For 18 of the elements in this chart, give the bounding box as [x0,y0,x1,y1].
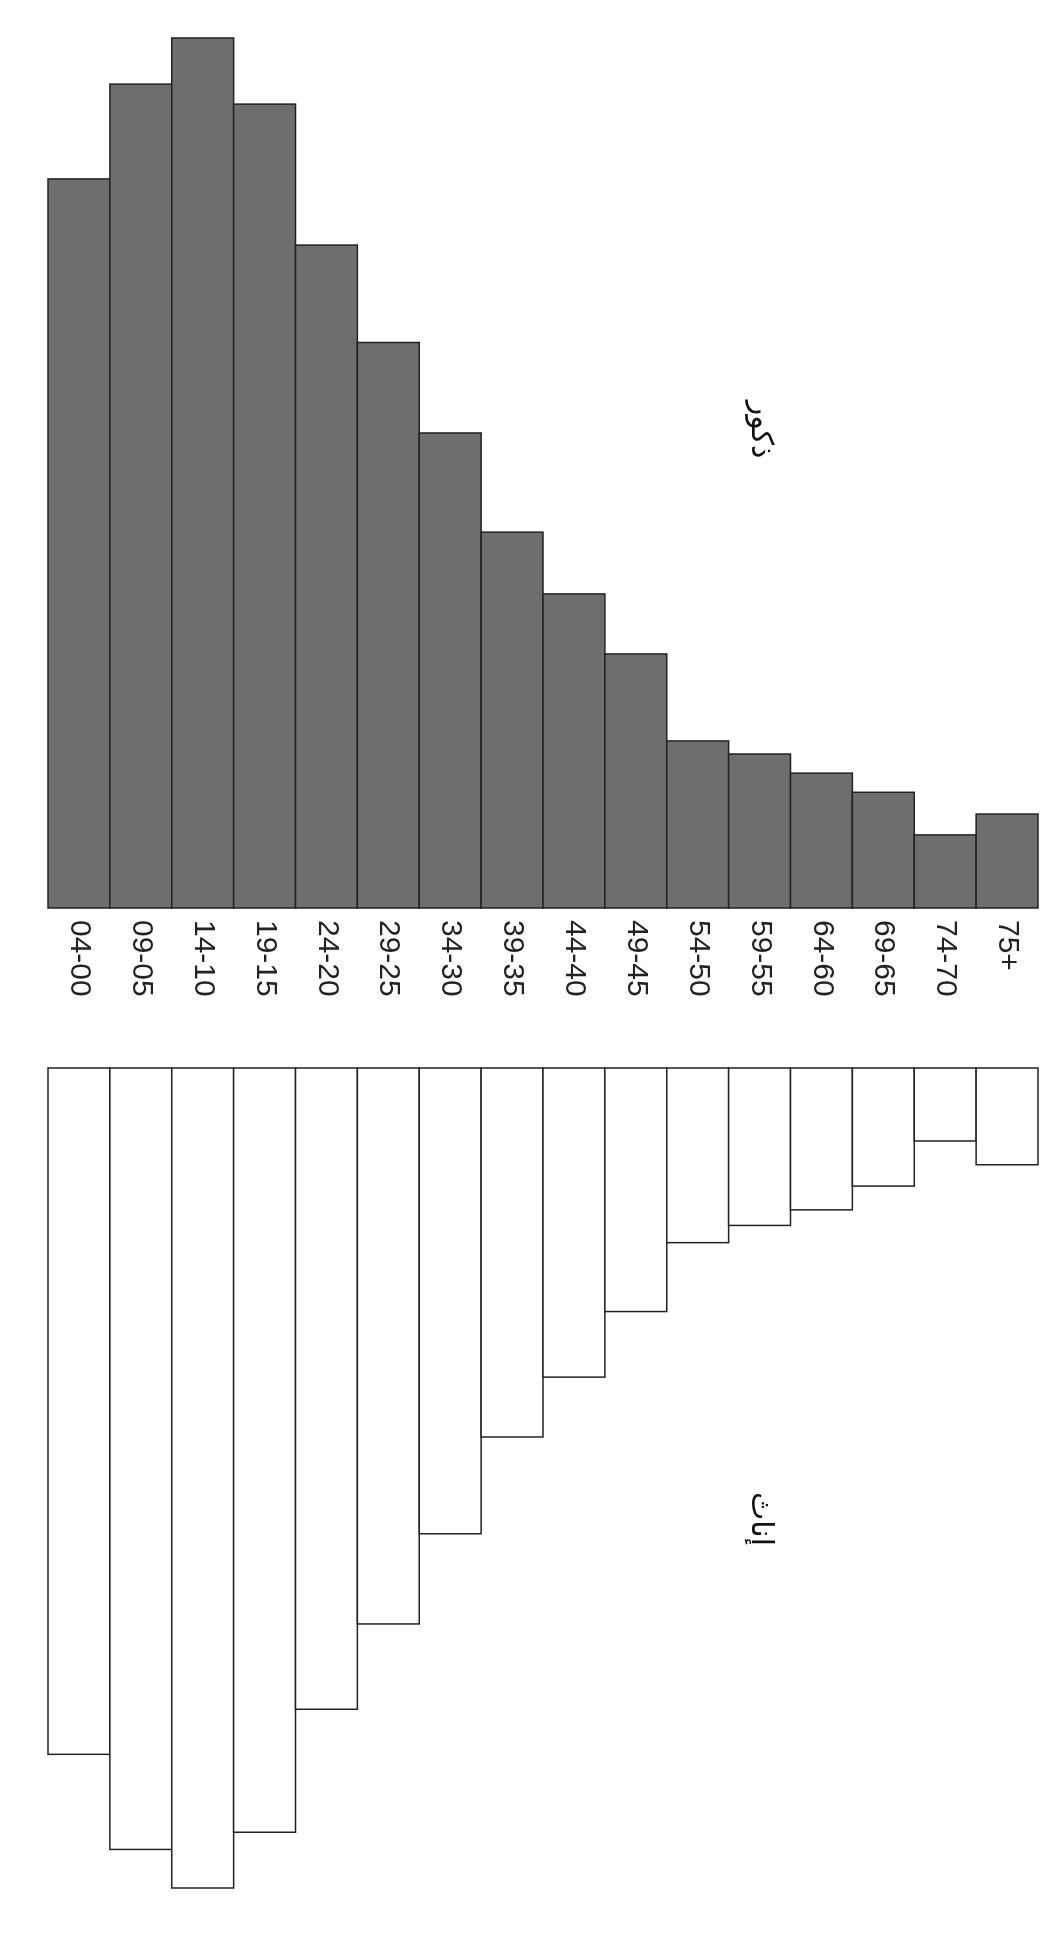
x-tick-label: 39-35 [498,920,532,997]
x-tick-label: 64-60 [807,920,841,997]
text: إناث [744,1491,781,1547]
x-tick-label: 19-15 [250,920,284,997]
x-tick-label: 14-10 [188,920,222,997]
x-tick-label: 69-65 [869,920,903,997]
x-tick-label: 59-55 [745,920,779,997]
x-tick-label: 09-05 [126,920,160,997]
x-tick-label: 04-00 [65,920,99,997]
x-tick-label: 54-50 [683,920,717,997]
x-tick-label: 34-30 [436,920,470,997]
x-tick-label: 74-70 [931,920,965,997]
x-tick-label: 44-40 [560,920,594,997]
x-tick-label: 75+ [993,920,1027,971]
x-tick-label: 24-20 [312,920,346,997]
x-tick-label: 49-45 [621,920,655,997]
x-tick-label: 29-25 [374,920,408,997]
text: ذكور [745,398,781,459]
